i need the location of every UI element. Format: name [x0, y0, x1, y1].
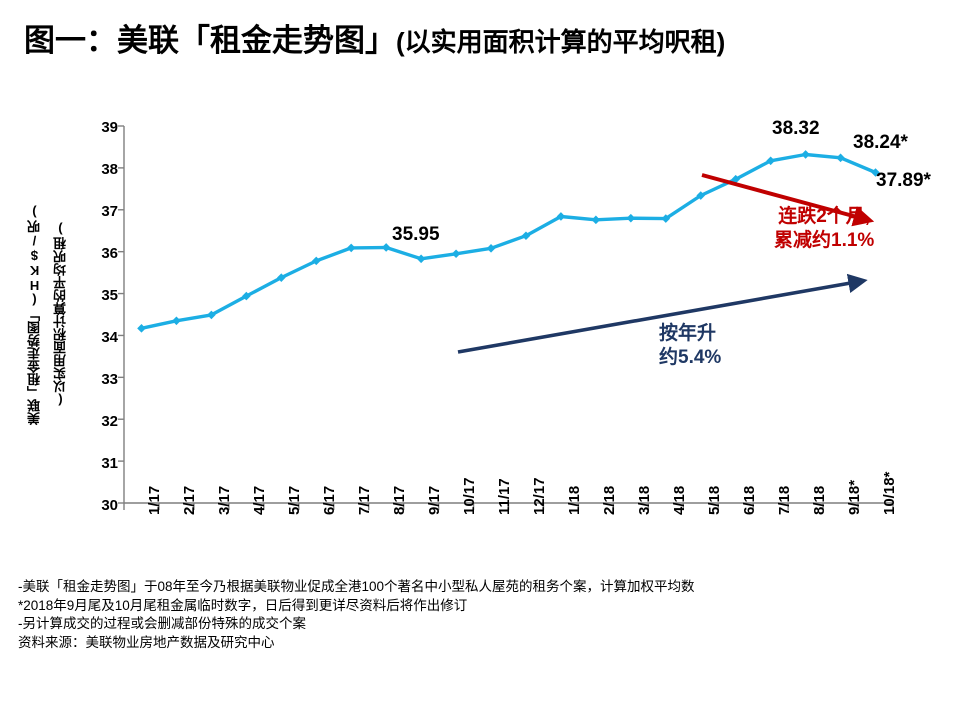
- data-point-marker: [486, 244, 496, 253]
- x-tick-label: 8/18: [810, 485, 828, 515]
- data-point-marker: [207, 310, 216, 320]
- x-tick-label: 2/18: [600, 485, 618, 515]
- data-point-marker: [521, 231, 531, 241]
- page-title-main: 图一：美联「租金走势图」: [24, 23, 396, 58]
- plot-canvas: [118, 125, 894, 510]
- data-point-marker: [591, 215, 601, 225]
- x-tick-label: 8/17: [391, 485, 409, 515]
- rent-series-line: [139, 152, 878, 331]
- data-point-marker: [731, 174, 741, 184]
- x-tick-label: 1/18: [565, 485, 583, 515]
- data-point-marker: [381, 243, 391, 252]
- x-tick-label: 4/18: [670, 485, 688, 515]
- y-tick-label: 31: [101, 455, 118, 472]
- y-tick-label: 35: [101, 287, 118, 304]
- x-tick-label: 1/17: [146, 485, 164, 515]
- y-tick-label: 36: [101, 245, 118, 262]
- data-point-marker: [556, 212, 566, 221]
- footnotes: -美联「租金走势图」于08年至今乃根据美联物业促成全港100个著名中小型私人屋苑…: [18, 578, 948, 652]
- x-tick-label: 11/17: [496, 478, 514, 515]
- data-point-marker: [416, 254, 426, 264]
- x-tick-label: 6/17: [321, 485, 339, 515]
- x-tick-label: 5/17: [286, 485, 304, 515]
- data-point-marker: [346, 243, 356, 253]
- point-label-38-24: 38.24*: [853, 132, 908, 153]
- data-point-marker: [172, 316, 181, 326]
- data-point-marker: [626, 213, 636, 223]
- x-axis-ticks: [123, 503, 894, 510]
- x-tick-label: 9/17: [426, 485, 444, 515]
- x-tick-label: 10/17: [461, 477, 479, 515]
- data-point-marker: [801, 150, 810, 159]
- x-tick-label: 6/18: [740, 485, 758, 515]
- point-label-38-32: 38.32: [772, 118, 820, 139]
- yearly-rise-arrow-icon: [457, 273, 868, 354]
- decline-arrow-icon: [701, 173, 875, 227]
- rent-series-markers: [137, 150, 880, 333]
- yearly-rise-annotation-line1: 按年升: [659, 323, 717, 344]
- footnote-source: 资料来源：美联物业房地产数据及研究中心: [18, 634, 275, 650]
- data-point-marker: [836, 153, 845, 163]
- data-point-marker: [311, 256, 321, 266]
- data-point-marker: [242, 291, 251, 301]
- x-tick-label: 12/17: [530, 477, 548, 515]
- decline-annotation-line1: 连跌2个月,: [778, 206, 871, 227]
- data-point-marker: [137, 324, 146, 333]
- x-tick-label: 7/18: [775, 485, 793, 515]
- y-tick-label: 33: [101, 371, 118, 388]
- decline-annotation-line2: 累减约1.1%: [774, 229, 875, 251]
- yearly-rise-annotation: 按年升 约5.4%: [659, 322, 721, 370]
- point-label-37-89: 37.89*: [876, 170, 931, 191]
- data-point-marker: [871, 168, 880, 177]
- rent-trend-chart: 美联「租金走势图」(HK$/呎) (以实用面积计算的平均呎租) 39 38 37…: [0, 100, 960, 570]
- data-point-marker: [661, 214, 671, 223]
- y-tick-label: 38: [101, 161, 118, 178]
- data-point-marker: [696, 191, 706, 200]
- y-tick-label: 39: [101, 119, 118, 136]
- footnote-line-2: *2018年9月尾及10月尾租金属临时数字，日后得到更详尽资料后将作出修订: [18, 597, 468, 613]
- x-tick-label: 9/18*: [845, 479, 863, 515]
- y-axis-ticks: [118, 125, 124, 504]
- footnote-line-1: -美联「租金走势图」于08年至今乃根据美联物业促成全港100个著名中小型私人屋苑…: [18, 579, 695, 594]
- data-point-marker: [451, 249, 461, 259]
- point-label-35-95: 35.95: [392, 224, 440, 245]
- yearly-rise-annotation-line2: 约5.4%: [659, 346, 722, 368]
- y-tick-label: 37: [101, 203, 118, 220]
- x-tick-label: 3/18: [635, 485, 653, 515]
- data-point-marker: [276, 273, 286, 282]
- page-title: 图一：美联「租金走势图」(以实用面积计算的平均呎租): [24, 22, 944, 59]
- y-tick-label: 34: [101, 329, 118, 346]
- decline-annotation: 连跌2个月, 累减约1.1%: [774, 205, 874, 253]
- axis-lines: [123, 126, 893, 504]
- x-tick-label: 7/17: [356, 485, 374, 515]
- x-tick-label: 10/18*: [880, 471, 898, 515]
- footnote-line-3: -另计算成交的过程或会删减部份特殊的成交个案: [18, 616, 306, 631]
- page-title-sub: (以实用面积计算的平均呎租): [396, 27, 726, 57]
- x-tick-label: 5/18: [705, 485, 723, 515]
- x-tick-label: 2/17: [181, 485, 199, 515]
- x-tick-label: 3/17: [216, 485, 234, 515]
- y-tick-label: 30: [101, 497, 118, 514]
- y-tick-label: 32: [101, 413, 118, 430]
- x-tick-label: 4/17: [251, 485, 269, 515]
